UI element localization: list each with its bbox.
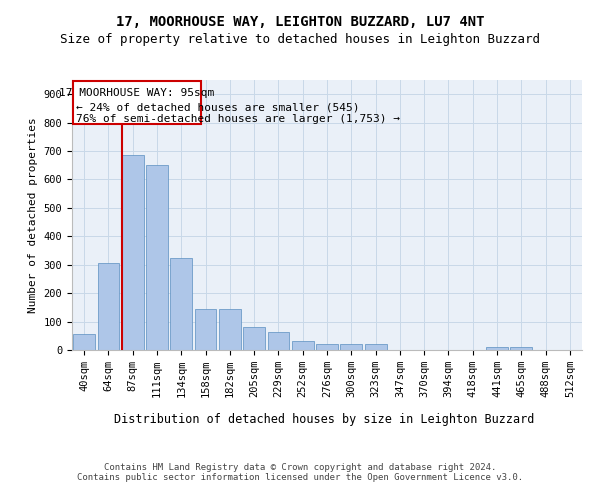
Bar bbox=[194, 309, 217, 350]
Bar bbox=[365, 344, 386, 350]
Bar bbox=[511, 347, 532, 350]
Text: Contains HM Land Registry data © Crown copyright and database right 2024.
Contai: Contains HM Land Registry data © Crown c… bbox=[77, 462, 523, 482]
Bar bbox=[340, 344, 362, 350]
Bar bbox=[486, 347, 508, 350]
Bar bbox=[97, 264, 119, 350]
Text: Size of property relative to detached houses in Leighton Buzzard: Size of property relative to detached ho… bbox=[60, 32, 540, 46]
Bar bbox=[170, 258, 192, 350]
Text: 76% of semi-detached houses are larger (1,753) →: 76% of semi-detached houses are larger (… bbox=[76, 114, 400, 124]
FancyBboxPatch shape bbox=[73, 82, 201, 124]
Text: Distribution of detached houses by size in Leighton Buzzard: Distribution of detached houses by size … bbox=[114, 412, 534, 426]
Y-axis label: Number of detached properties: Number of detached properties bbox=[28, 117, 38, 313]
Bar bbox=[219, 309, 241, 350]
Bar bbox=[268, 332, 289, 350]
Bar bbox=[292, 342, 314, 350]
Text: 17 MOORHOUSE WAY: 95sqm: 17 MOORHOUSE WAY: 95sqm bbox=[59, 88, 215, 99]
Bar bbox=[316, 344, 338, 350]
Bar bbox=[73, 334, 95, 350]
Bar bbox=[243, 328, 265, 350]
Bar bbox=[122, 156, 143, 350]
Text: ← 24% of detached houses are smaller (545): ← 24% of detached houses are smaller (54… bbox=[76, 102, 359, 112]
Bar bbox=[146, 166, 168, 350]
Text: 17, MOORHOUSE WAY, LEIGHTON BUZZARD, LU7 4NT: 17, MOORHOUSE WAY, LEIGHTON BUZZARD, LU7… bbox=[116, 15, 484, 29]
